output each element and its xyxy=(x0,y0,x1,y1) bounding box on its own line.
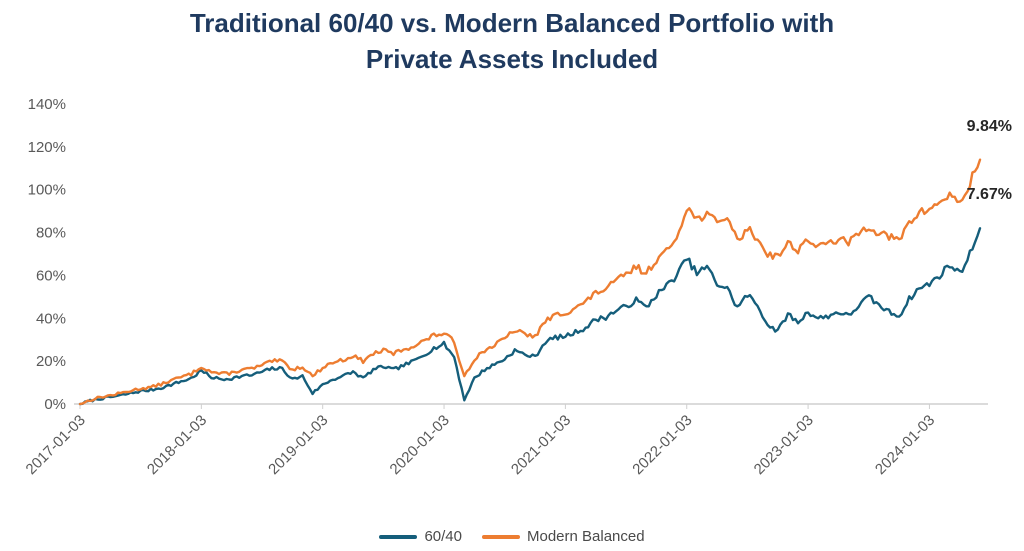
x-tick-label: 2024-01-03 xyxy=(872,412,938,478)
x-tick-label: 2019-01-03 xyxy=(265,412,331,478)
annotation-modern-balanced-return: 9.84% xyxy=(966,118,1012,135)
chart-title-line2: Private Assets Included xyxy=(365,43,659,74)
y-tick-label: 0% xyxy=(44,396,66,413)
x-tick-label: 2023-01-03 xyxy=(751,412,817,478)
y-tick-label: 60% xyxy=(36,267,66,284)
chart-title-line1: Traditional 60/40 vs. Modern Balanced Po… xyxy=(189,8,835,38)
y-tick-label: 140% xyxy=(28,96,66,113)
legend-label-modern-balanced: Modern Balanced xyxy=(526,528,645,545)
y-tick-label: 20% xyxy=(36,353,66,370)
legend-item-modern-balanced: Modern Balanced xyxy=(481,528,645,545)
annotation-traditional-return: 7.67% xyxy=(966,186,1012,203)
series-line-modern-balanced xyxy=(78,158,982,406)
y-tick-label: 80% xyxy=(36,225,66,242)
y-tick-label: 100% xyxy=(28,182,66,199)
x-tick-label: 2022-01-03 xyxy=(629,412,695,478)
legend-swatch-modern-balanced xyxy=(481,534,520,539)
x-tick-label: 2017-01-03 xyxy=(23,412,89,478)
chart-legend: 60/40 Modern Balanced xyxy=(0,528,1024,545)
x-tick-label: 2021-01-03 xyxy=(508,412,574,478)
legend-swatch-60-40 xyxy=(379,534,418,539)
y-tick-label: 40% xyxy=(36,310,66,327)
legend-item-60-40: 60/40 xyxy=(379,528,462,545)
legend-label-60-40: 60/40 xyxy=(424,528,462,545)
y-tick-label: 120% xyxy=(28,139,66,156)
series-line-60-40 xyxy=(78,227,982,406)
x-tick-label: 2020-01-03 xyxy=(387,412,453,478)
x-tick-label: 2018-01-03 xyxy=(144,412,210,478)
chart-title: Traditional 60/40 vs. Modern Balanced Po… xyxy=(0,6,1024,78)
